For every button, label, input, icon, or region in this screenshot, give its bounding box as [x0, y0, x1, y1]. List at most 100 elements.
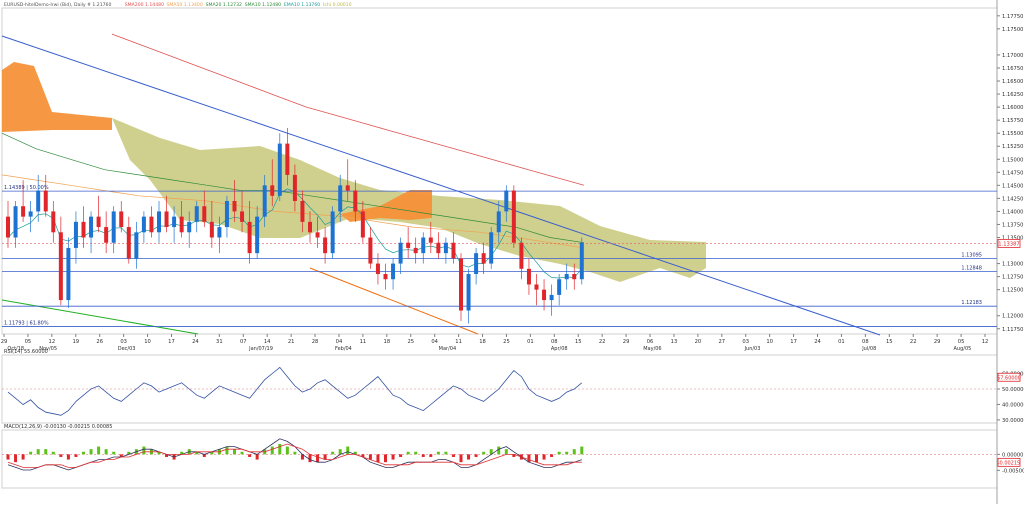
- candle-body: [572, 274, 577, 280]
- price-tick-label: 1.12500: [1002, 288, 1023, 294]
- time-tick-label: 11: [360, 339, 367, 345]
- macd-histogram-bar: [36, 449, 40, 455]
- candle-body: [504, 190, 509, 212]
- macd-histogram-bar: [504, 449, 508, 455]
- macd-histogram-bar: [29, 451, 33, 455]
- candle-body: [255, 216, 260, 254]
- macd-histogram-bar: [270, 446, 274, 455]
- time-month-label: Apr/08: [551, 346, 568, 352]
- candle-body: [323, 237, 328, 254]
- candle-body: [66, 247, 71, 301]
- macd-histogram-bar: [180, 451, 184, 455]
- macd-histogram-bar: [467, 454, 471, 460]
- macd-tick-label: -0.00500: [1002, 468, 1024, 474]
- macd-histogram-bar: [338, 449, 342, 455]
- macd-histogram-bar: [74, 454, 78, 457]
- level-label: 1.12848: [961, 266, 982, 272]
- legend-entry: Ichi 0.00010: [323, 2, 352, 8]
- macd-histogram-bar: [165, 454, 169, 457]
- candle-body: [232, 200, 237, 212]
- candle-body: [451, 242, 456, 259]
- candle-body: [338, 185, 343, 212]
- price-axis: 1.17750 1.17500 1.17000 1.16750 1.16500 1.162…: [997, 14, 1023, 333]
- macd-histogram-bar: [323, 454, 327, 460]
- macd-histogram-bar: [550, 454, 554, 457]
- candle-body: [406, 242, 411, 248]
- time-tick-label: 24: [814, 339, 821, 345]
- rsi-tick-label: 40.00000: [1002, 402, 1024, 408]
- price-tick-label: 1.17000: [1002, 53, 1023, 59]
- candle-body: [428, 237, 433, 243]
- candle-body: [489, 232, 494, 264]
- price-tick-label: 1.16500: [1002, 79, 1023, 85]
- candle-body: [300, 200, 305, 222]
- macd-histogram-bar: [368, 454, 372, 460]
- time-tick-label: 21: [288, 339, 295, 345]
- macd-histogram-bar: [497, 446, 501, 455]
- legend-entry: EMA10 1.13760: [284, 2, 320, 8]
- macd-histogram-bar: [353, 451, 357, 455]
- macd-panel: MACD(12,26,9) -0.00130 -0.00215 0.00085 0…: [2, 424, 1024, 474]
- price-tick-label: 1.12750: [1002, 275, 1023, 281]
- time-tick-label: 10: [144, 339, 151, 345]
- time-tick-label: 18: [384, 339, 391, 345]
- candle-body: [466, 274, 471, 311]
- time-month-label: Jul/08: [861, 346, 876, 352]
- macd-histogram-bar: [406, 451, 410, 455]
- candle-body: [209, 221, 214, 238]
- time-tick-label: 15: [575, 339, 582, 345]
- candle-body: [345, 185, 350, 191]
- macd-histogram-bar: [565, 451, 569, 455]
- candle-body: [579, 242, 584, 280]
- time-tick-label: 19: [72, 339, 79, 345]
- price-tick-label: 1.17500: [1002, 27, 1023, 33]
- macd-histogram-bar: [278, 443, 282, 455]
- candle-body: [330, 211, 335, 254]
- macd-histogram-bar: [142, 446, 146, 455]
- time-tick-label: 07: [240, 339, 247, 345]
- price-tick-label: 1.13500: [1002, 236, 1023, 242]
- candle-body: [542, 289, 547, 301]
- rsi-panel: RSI(14) 55.6000060.0000050.0000040.00000…: [2, 349, 1024, 424]
- macd-histogram-bar: [248, 454, 252, 457]
- macd-histogram-bar: [112, 451, 116, 455]
- macd-histogram-bar: [391, 454, 395, 460]
- candle-body: [398, 242, 403, 264]
- rsi-tick-label: 30.00000: [1002, 418, 1024, 424]
- macd-histogram-bar: [444, 451, 448, 455]
- macd-histogram-bar: [233, 449, 236, 455]
- candle-body: [383, 274, 388, 280]
- price-tick-label: 1.16750: [1002, 66, 1023, 72]
- time-tick-label: 05: [958, 339, 965, 345]
- candle-body: [436, 242, 441, 254]
- trend-lines: [1, 35, 881, 336]
- macd-histogram-bar: [512, 454, 516, 457]
- price-tick-label: 1.14750: [1002, 170, 1023, 176]
- candle-body: [36, 190, 41, 212]
- rsi-label: RSI(14) 55.60000: [4, 349, 48, 355]
- time-tick-label: 15: [886, 339, 893, 345]
- candle-body: [202, 206, 207, 222]
- rsi-line: [7, 366, 583, 416]
- macd-histogram-bar: [89, 449, 93, 455]
- candle-body: [511, 190, 516, 243]
- macd-histogram-bar: [331, 451, 335, 455]
- price-tick-label: 1.14250: [1002, 196, 1023, 202]
- macd-histogram-bar: [44, 449, 48, 455]
- macd-histogram-bar: [474, 454, 478, 457]
- macd-histogram-bar: [527, 454, 531, 463]
- price-tick-label: 1.12000: [1002, 314, 1023, 320]
- macd-histogram-bar: [6, 454, 10, 460]
- legend-entry: EURUSD-hitelDemo-Irwi (Bid), Daily # 1.2…: [4, 2, 111, 8]
- macd-histogram-bar: [361, 454, 365, 457]
- time-tick-label: 01: [527, 339, 534, 345]
- time-tick-label: 25: [503, 339, 510, 345]
- candle-body: [247, 221, 252, 254]
- level-label: 1.11793 | 61.80%: [4, 321, 49, 327]
- candle-body: [96, 216, 101, 228]
- time-tick-label: 22: [599, 339, 606, 345]
- candle-body: [519, 242, 524, 269]
- time-tick-label: 26: [96, 339, 103, 345]
- candle-body: [43, 190, 48, 212]
